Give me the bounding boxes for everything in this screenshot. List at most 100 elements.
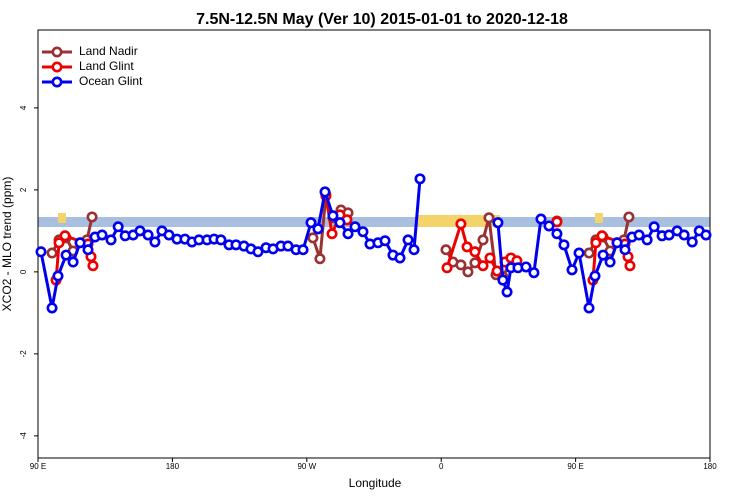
data-point xyxy=(543,220,555,232)
data-point xyxy=(461,241,473,253)
data-point xyxy=(379,235,391,247)
x-axis-label: Longitude xyxy=(349,476,402,490)
data-point xyxy=(484,252,496,264)
data-point xyxy=(87,260,99,272)
data-point xyxy=(573,247,585,259)
x-tick-label: 90 W xyxy=(297,462,316,471)
data-point xyxy=(455,218,467,230)
y-tick-label: 2 xyxy=(19,187,28,192)
data-point xyxy=(312,223,324,235)
data-point xyxy=(149,236,161,248)
data-point xyxy=(501,286,513,298)
data-point xyxy=(414,173,426,185)
data-point xyxy=(440,244,452,256)
legend-label: Land Glint xyxy=(79,59,134,73)
legend-marker xyxy=(51,46,63,58)
data-point xyxy=(60,249,72,261)
data-point xyxy=(163,229,175,241)
plot-frame xyxy=(37,29,711,459)
land-patch xyxy=(595,213,603,223)
chart-title: 7.5N-12.5N May (Ver 10) 2015-01-01 to 20… xyxy=(196,11,568,28)
data-point xyxy=(314,253,326,265)
data-point xyxy=(252,246,264,258)
data-point xyxy=(641,234,653,246)
data-point xyxy=(477,260,489,272)
y-tick-label: -2 xyxy=(19,350,28,358)
data-point xyxy=(142,229,154,241)
data-point xyxy=(326,228,338,240)
data-point xyxy=(134,225,146,237)
data-point xyxy=(492,217,504,229)
data-point xyxy=(96,229,108,241)
legend-marker xyxy=(51,61,63,73)
data-point xyxy=(566,264,578,276)
data-point xyxy=(611,237,623,249)
data-point xyxy=(528,267,540,279)
data-point xyxy=(319,186,331,198)
data-point xyxy=(86,211,98,223)
data-point xyxy=(700,229,712,241)
data-point xyxy=(558,239,570,251)
data-point xyxy=(342,228,354,240)
data-point xyxy=(596,230,608,242)
data-point xyxy=(477,234,489,246)
data-point xyxy=(334,217,346,229)
data-point xyxy=(623,211,635,223)
data-point xyxy=(59,230,71,242)
y-tick-label: 4 xyxy=(19,105,28,110)
data-point xyxy=(46,302,58,314)
data-point xyxy=(551,228,563,240)
y-tick-label: 0 xyxy=(19,269,28,274)
data-point xyxy=(327,210,339,222)
legend-label: Ocean Glint xyxy=(79,74,143,88)
data-point xyxy=(590,237,602,249)
legend-label: Land Nadir xyxy=(79,44,138,58)
data-point xyxy=(82,244,94,256)
data-point xyxy=(583,247,595,259)
data-point xyxy=(604,256,616,268)
surface-band xyxy=(38,217,710,227)
data-point xyxy=(535,213,547,225)
data-point xyxy=(551,216,563,228)
data-point xyxy=(408,244,420,256)
data-point xyxy=(483,212,495,224)
data-point xyxy=(305,217,317,229)
data-point xyxy=(624,260,636,272)
data-point xyxy=(394,252,406,264)
legend-marker xyxy=(51,76,63,88)
y-tick-label: -4 xyxy=(19,432,28,440)
data-point xyxy=(112,221,124,233)
data-point xyxy=(589,270,601,282)
data-point xyxy=(349,221,361,233)
data-point xyxy=(441,262,453,274)
data-point xyxy=(74,237,86,249)
data-point xyxy=(597,249,609,261)
data-point xyxy=(402,234,414,246)
x-tick-label: 90 E xyxy=(567,462,583,471)
data-point xyxy=(357,226,369,238)
data-point xyxy=(648,221,660,233)
data-point xyxy=(619,244,631,256)
data-point xyxy=(497,274,509,286)
data-point xyxy=(491,265,503,277)
data-point xyxy=(462,266,474,278)
data-point xyxy=(67,256,79,268)
data-point xyxy=(663,229,675,241)
data-point xyxy=(520,261,532,273)
data-point xyxy=(53,237,65,249)
data-point xyxy=(469,246,481,258)
data-point xyxy=(52,270,64,282)
x-tick-label: 180 xyxy=(703,462,717,471)
data-point xyxy=(583,302,595,314)
data-point xyxy=(307,232,319,244)
data-point xyxy=(455,259,467,271)
data-point xyxy=(686,236,698,248)
x-tick-label: 90 E xyxy=(30,462,46,471)
data-point xyxy=(633,229,645,241)
data-point xyxy=(105,234,117,246)
data-point xyxy=(297,244,309,256)
x-tick-label: 180 xyxy=(166,462,180,471)
land-patch xyxy=(58,213,66,223)
data-point xyxy=(678,229,690,241)
